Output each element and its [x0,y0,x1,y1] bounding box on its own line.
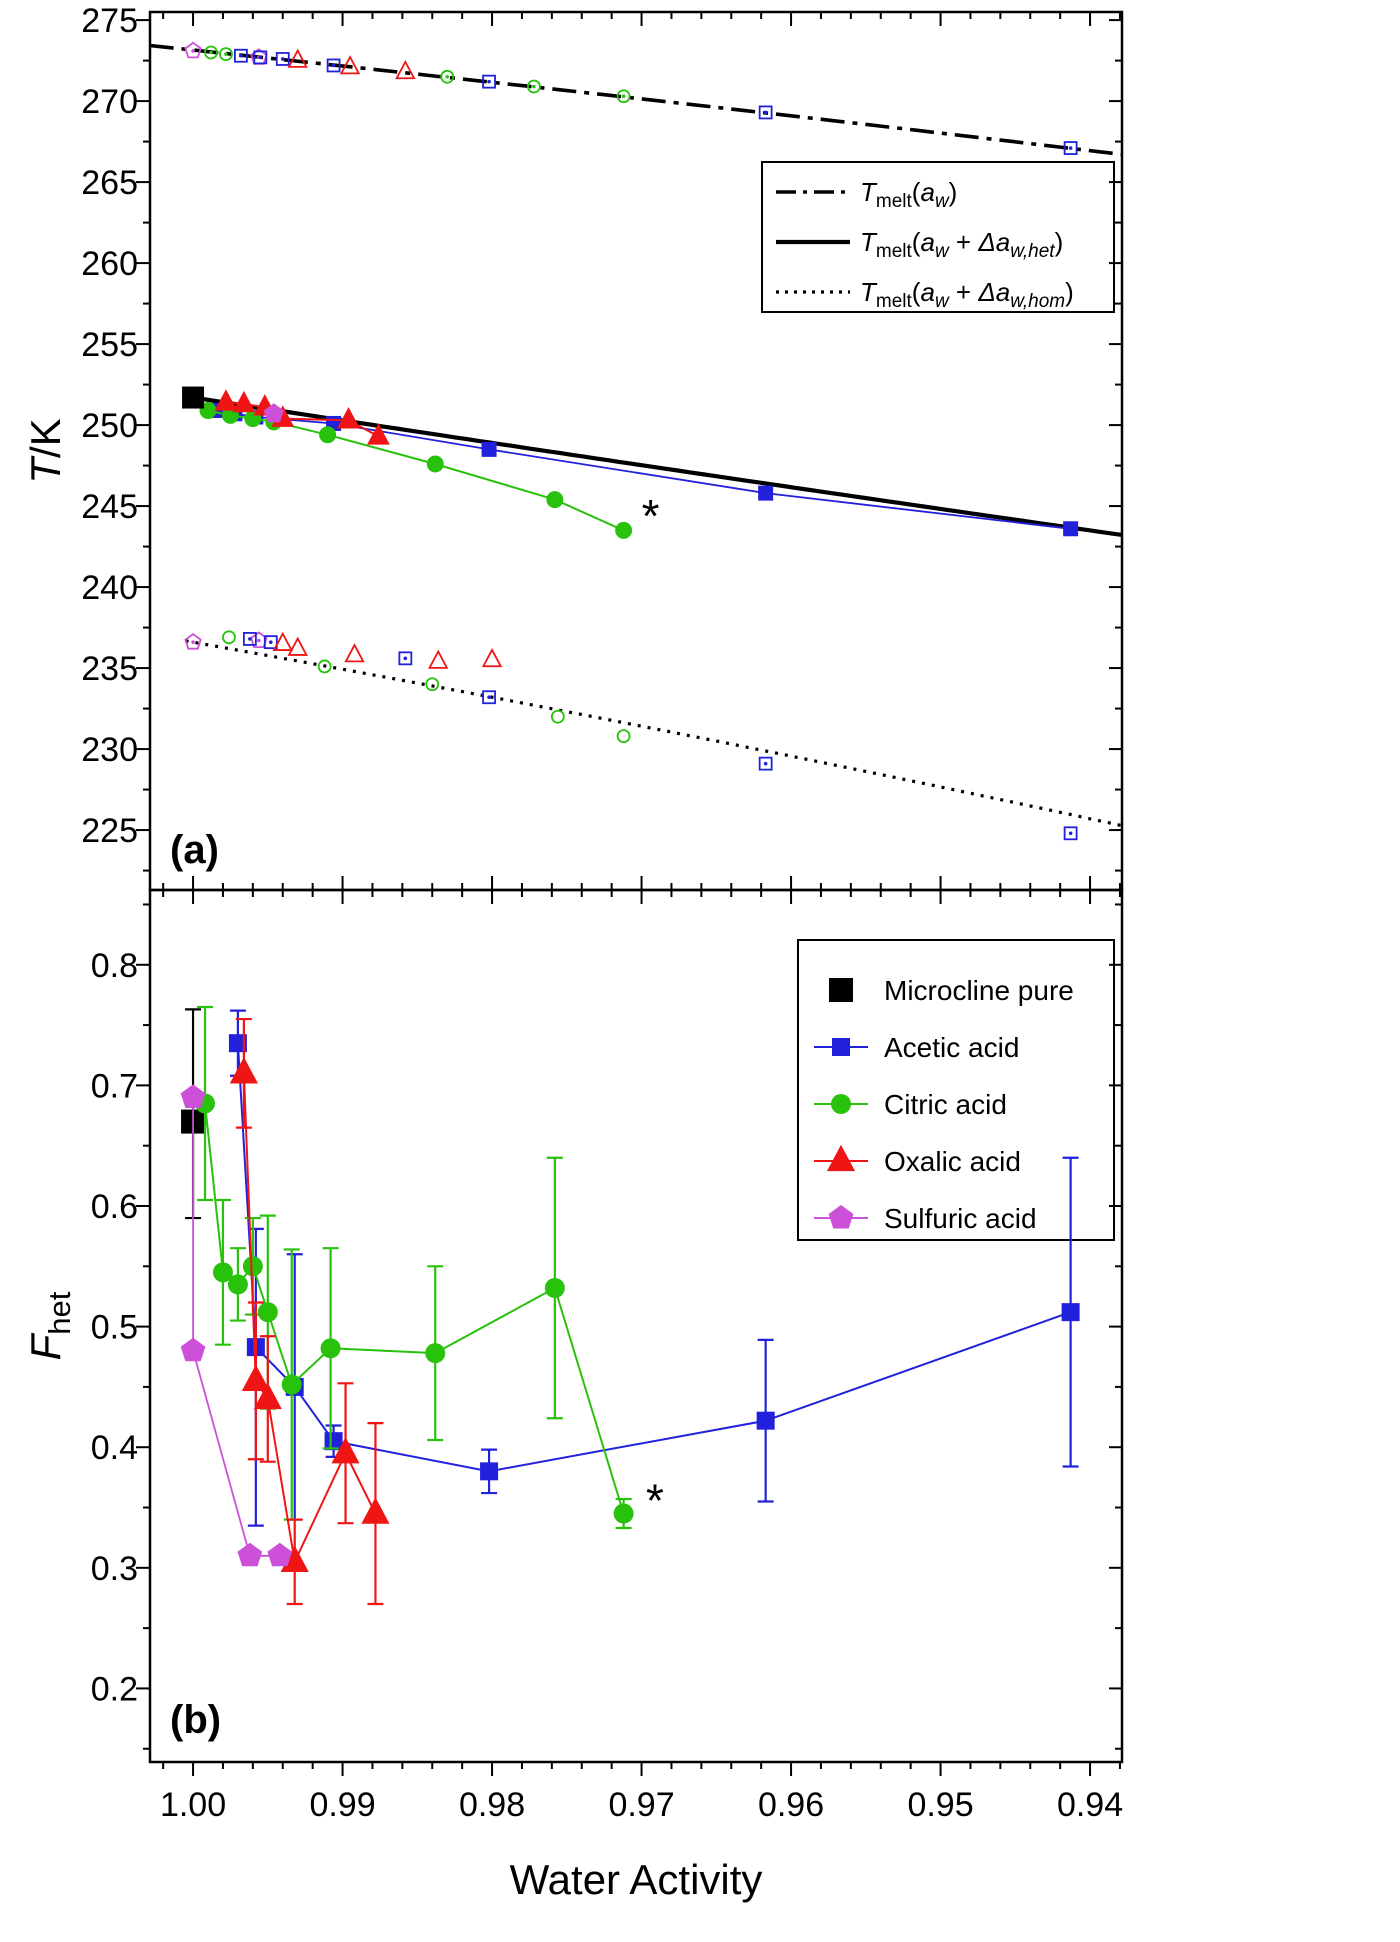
panel-panel_a: Tmelt(aw) Tmelt(aw + Δaw,het) Tmelt(aw + Δ… [22,2,1124,892]
svg-text:0.5: 0.5 [91,1309,138,1347]
svg-text:Tmelt(aw): Tmelt(aw) [860,177,957,212]
svg-text:0.94: 0.94 [1057,1786,1123,1824]
legend-panel-a: Tmelt(aw) Tmelt(aw + Δaw,het) Tmelt(aw + Δ… [761,161,1115,313]
svg-text:0.95: 0.95 [907,1786,973,1824]
svg-text:1.00: 1.00 [160,1786,226,1824]
legend-entry-citric-acid-b: Citric acid [814,1089,1007,1120]
panel-panel_b: Microcline pure Acetic acid Citric acid Oxa… [22,888,1124,1764]
asterisk-annotation: * [646,1474,664,1526]
svg-text:235: 235 [81,650,138,688]
svg-text:Oxalic acid: Oxalic acid [884,1146,1021,1177]
y-tick-labels-panel_a: 225 230 235 240 245 250 255 260 265 270 275 [81,2,138,850]
svg-text:0.96: 0.96 [758,1786,824,1824]
svg-text:225: 225 [81,812,138,850]
svg-text:250: 250 [81,407,138,445]
legend-entry-sulfuric-acid-b: Sulfuric acid [814,1203,1037,1234]
x-tick-labels: 1.00 0.99 0.98 0.97 0.96 0.95 0.94 [160,1786,1123,1824]
y-ticks-panel_b [136,903,1122,1750]
legend-entry-t-melt-aw-het: Tmelt(aw + Δaw,het) [776,227,1063,262]
svg-text:Microcline pure: Microcline pure [884,975,1074,1006]
x-ticks [162,12,1121,1776]
svg-text:240: 240 [81,569,138,607]
svg-text:Acetic acid: Acetic acid [884,1032,1019,1063]
svg-text:Tmelt(aw + Δaw,hom): Tmelt(aw + Δaw,hom) [860,277,1074,312]
y-axis-label-panel_b: Fhet [22,1291,77,1360]
svg-text:0.97: 0.97 [608,1786,674,1824]
series-hom-check-acetic-a [242,632,1078,841]
svg-text:255: 255 [81,326,138,364]
legend-panel-b: Microcline pure Acetic acid Citric acid Oxa… [797,939,1115,1241]
curve-t-melt-aw [149,43,1123,157]
svg-text:0.99: 0.99 [309,1786,375,1824]
panel-border-panel_a [148,10,1124,892]
svg-text:0.8: 0.8 [91,947,138,985]
asterisk-annotation: * [642,490,660,542]
svg-text:275: 275 [81,2,138,40]
svg-text:270: 270 [81,83,138,121]
panel-b-letter: (b) [170,1698,222,1742]
series-hom-check-oxalic-a [272,631,503,669]
x-axis-label: Water Activity [509,1856,763,1903]
series-melt-check-oxalic-a [287,48,416,80]
svg-text:0.4: 0.4 [91,1429,138,1467]
y-tick-labels-panel_b: 0.2 0.3 0.4 0.5 0.6 0.7 0.8 [91,947,138,1709]
svg-text:0.2: 0.2 [91,1670,138,1708]
svg-text:Tmelt(aw + Δaw,het): Tmelt(aw + Δaw,het) [860,227,1063,262]
svg-text:260: 260 [81,245,138,283]
curve-t-melt-aw-hom [185,639,1123,828]
series-citric-acid-b [195,1005,634,1530]
svg-text:0.3: 0.3 [91,1550,138,1588]
series-melt-check-acetic-a [233,48,1078,155]
series-hom-check-citric-a [222,630,631,744]
series-oxalic-acid-b [229,1017,390,1606]
series-microcline-pure-a [182,386,205,409]
svg-text:0.7: 0.7 [91,1067,138,1105]
series-melt-check-citric-a [204,45,631,104]
series-citric-acid-a [199,402,633,539]
panel-a-letter: (a) [170,828,219,872]
legend-entry-t-melt-aw-hom: Tmelt(aw + Δaw,hom) [776,277,1074,312]
svg-text:Sulfuric acid: Sulfuric acid [884,1203,1037,1234]
svg-text:Fhet: Fhet [22,1291,77,1360]
legend-entry-t-melt-aw: Tmelt(aw) [776,177,957,212]
legend-entry-acetic-acid-b: Acetic acid [814,1032,1019,1063]
svg-text:0.6: 0.6 [91,1188,138,1226]
legend-entry-oxalic-acid-b: Oxalic acid [814,1144,1021,1177]
svg-text:245: 245 [81,488,138,526]
series-hom-check-sulfuric-a [184,631,268,650]
series-sulfuric-acid-a [263,403,284,423]
series-sulfuric-acid-b [180,1084,293,1567]
svg-text:0.98: 0.98 [459,1786,525,1824]
y-axis-label-panel_a: T/K [22,418,69,483]
svg-text:Citric acid: Citric acid [884,1089,1007,1120]
legend-entry-microcline-pure-b: Microcline pure [829,975,1074,1006]
svg-text:265: 265 [81,164,138,202]
svg-text:230: 230 [81,731,138,769]
y-ticks-panel_a [136,19,1122,872]
svg-text:T/K: T/K [22,418,69,483]
